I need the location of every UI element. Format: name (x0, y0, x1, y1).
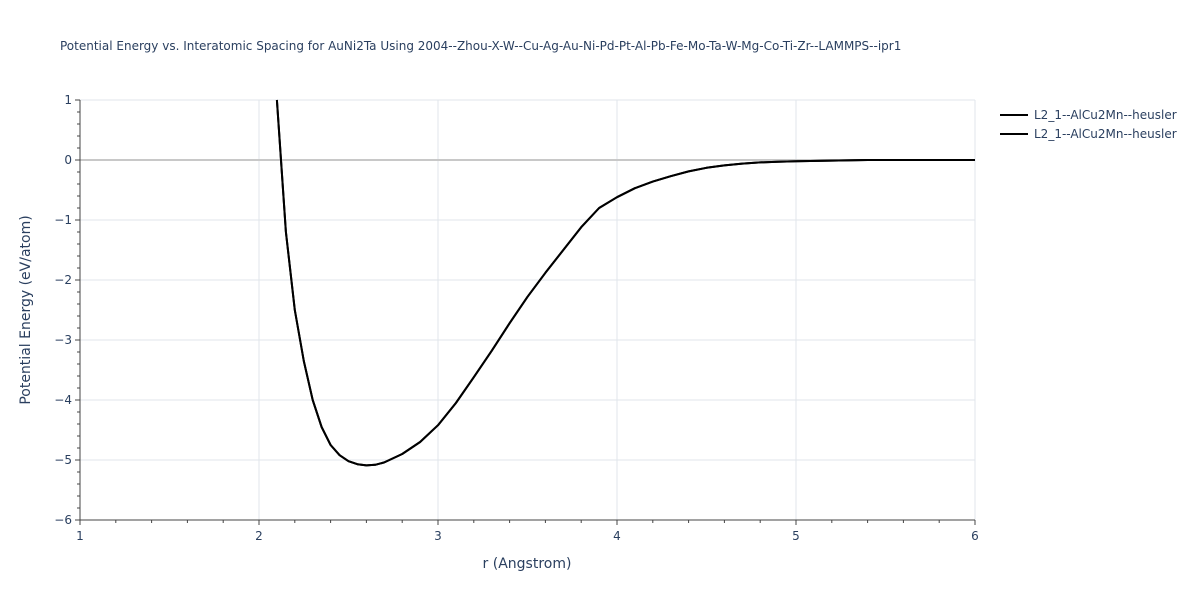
x-tick-label: 5 (792, 529, 800, 543)
y-tick-label: −4 (54, 393, 72, 407)
y-tick-label: 1 (64, 93, 72, 107)
legend-label[interactable]: L2_1--AlCu2Mn--heusler (1034, 108, 1177, 122)
y-axis-ticks: −6 −5 −4 −3 −2 −1 0 1 (54, 93, 72, 527)
x-tick-label: 1 (76, 529, 84, 543)
legend[interactable]: L2_1--AlCu2Mn--heusler L2_1--AlCu2Mn--heu… (1000, 108, 1177, 141)
y-tick-label: −5 (54, 453, 72, 467)
y-tick-label: −2 (54, 273, 72, 287)
x-tick-label: 2 (255, 529, 263, 543)
y-tick-label: −3 (54, 333, 72, 347)
chart-title: Potential Energy vs. Interatomic Spacing… (60, 39, 901, 53)
x-axis-ticks: 1 2 3 4 5 6 (76, 529, 979, 543)
x-tick-label: 3 (434, 529, 442, 543)
grid-lines (80, 99, 976, 520)
y-axis-title: Potential Energy (eV/atom) (18, 215, 34, 404)
x-tick-label: 6 (971, 529, 979, 543)
x-axis-title: r (Angstrom) (483, 556, 572, 572)
y-tick-label: 0 (64, 153, 72, 167)
plot-area[interactable] (275, 99, 975, 467)
series-line-2[interactable] (275, 99, 975, 467)
legend-label[interactable]: L2_1--AlCu2Mn--heusler (1034, 127, 1177, 141)
y-tick-label: −1 (54, 213, 72, 227)
axes (75, 99, 976, 525)
x-tick-label: 4 (613, 529, 621, 543)
y-tick-label: −6 (54, 513, 72, 527)
